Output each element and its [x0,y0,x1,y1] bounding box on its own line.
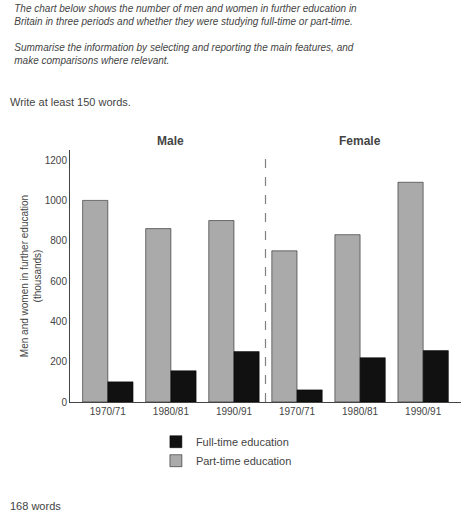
svg-text:600: 600 [50,276,67,287]
svg-text:Male: Male [157,134,184,148]
svg-text:Full-time education: Full-time education [196,436,289,448]
svg-text:Write at least 150 words.: Write at least 150 words. [10,96,131,108]
svg-text:1200: 1200 [45,155,68,166]
svg-text:The chart below shows the numb: The chart below shows the number of men … [14,3,357,66]
svg-text:1980/81: 1980/81 [153,406,190,417]
svg-text:400: 400 [50,316,67,327]
svg-text:800: 800 [50,235,67,246]
svg-text:1990/91: 1990/91 [405,406,442,417]
svg-text:168 words: 168 words [10,500,61,512]
svg-text:Part-time education: Part-time education [196,455,291,467]
svg-text:1990/91: 1990/91 [216,406,253,417]
svg-text:Men and women in further educa: Men and women in further education(thous… [19,195,43,357]
svg-text:1000: 1000 [45,195,68,206]
svg-text:0: 0 [61,397,67,408]
svg-text:1970/71: 1970/71 [279,406,316,417]
svg-text:1980/81: 1980/81 [342,406,379,417]
svg-text:Female: Female [339,134,381,148]
svg-text:1970/71: 1970/71 [90,406,127,417]
svg-text:200: 200 [50,356,67,367]
